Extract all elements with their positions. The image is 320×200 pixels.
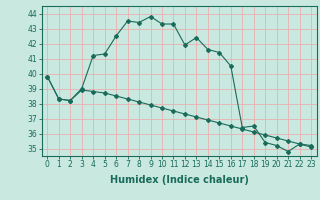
X-axis label: Humidex (Indice chaleur): Humidex (Indice chaleur) <box>110 175 249 185</box>
